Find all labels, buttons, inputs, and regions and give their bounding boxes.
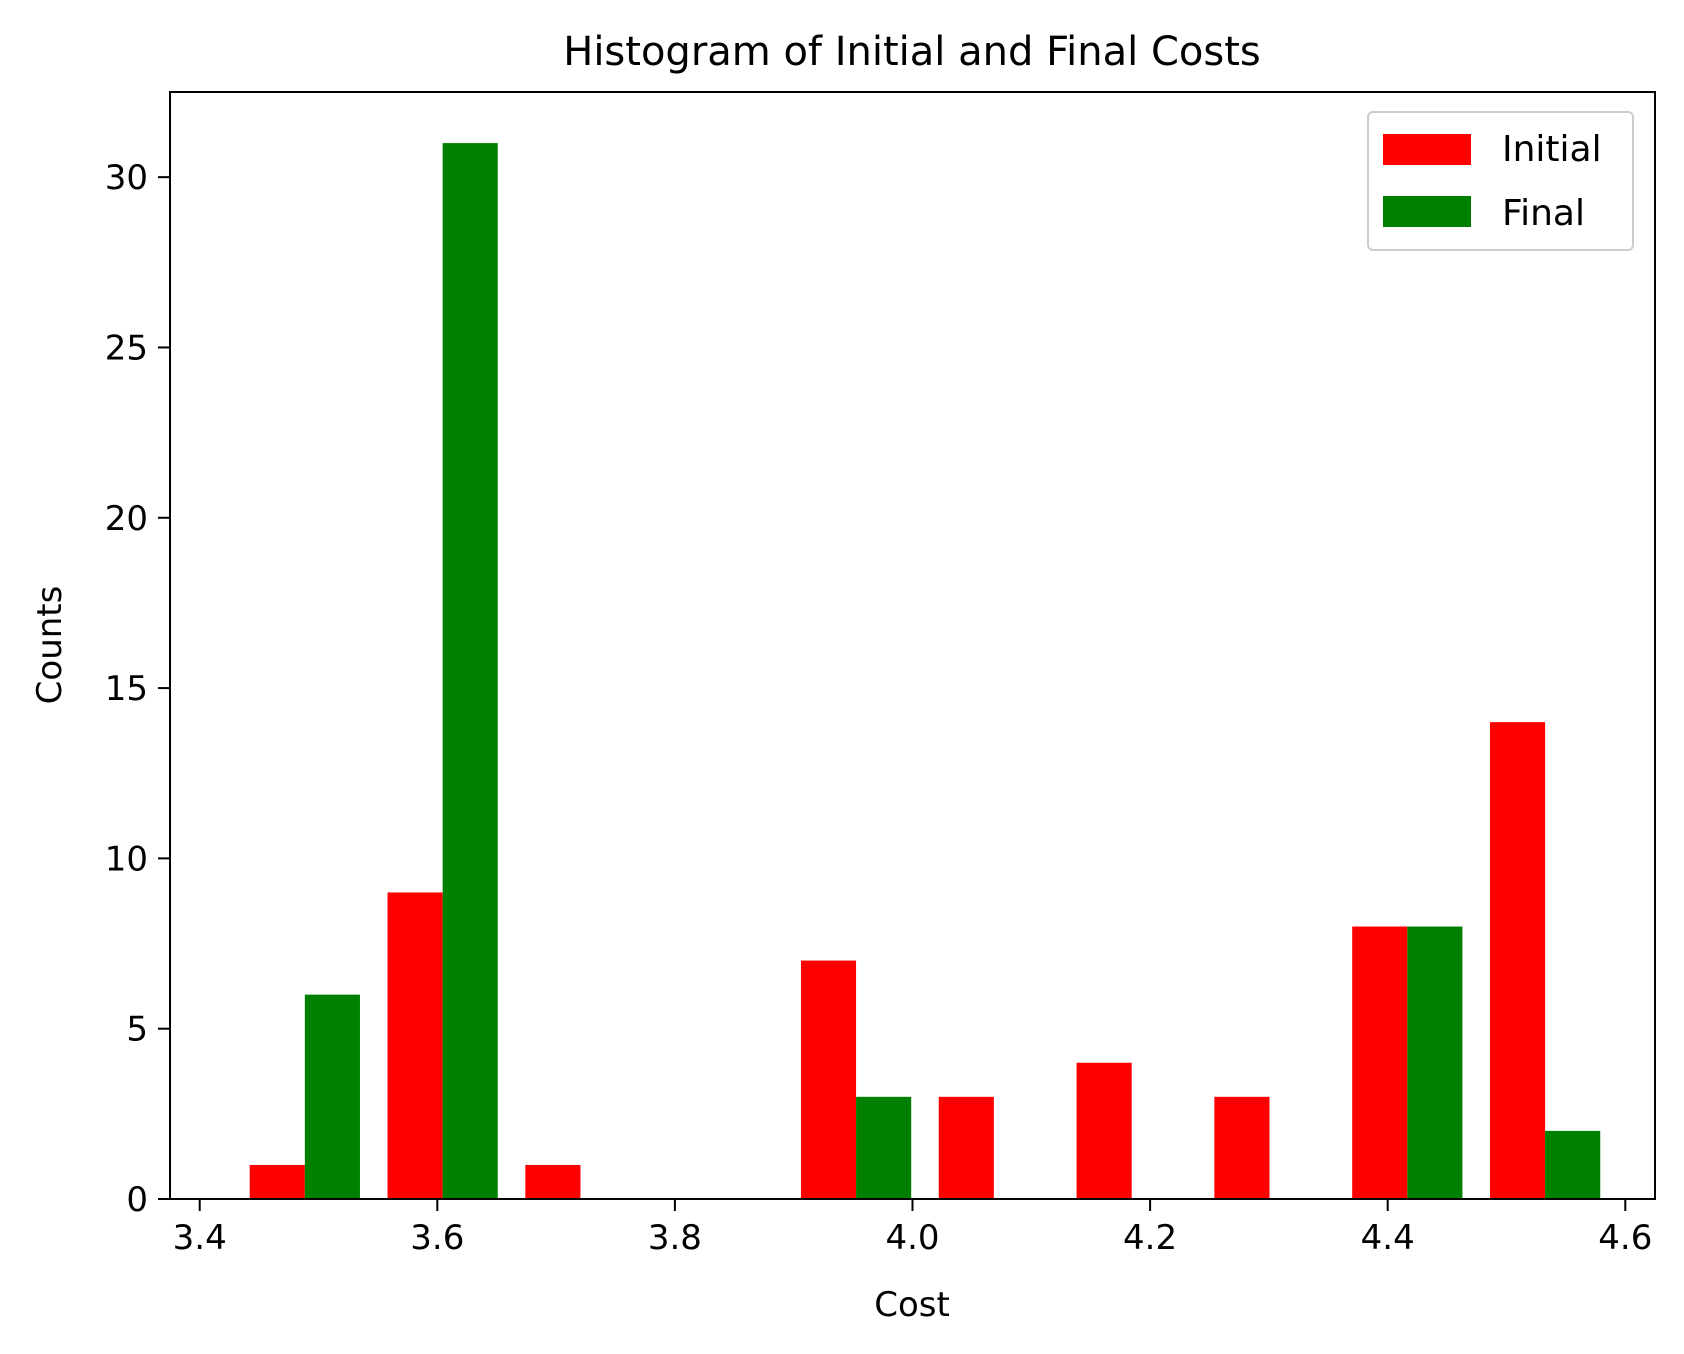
y-tick-label: 15 [105, 669, 148, 709]
bar-initial-8 [1352, 926, 1408, 1199]
x-axis-title: Cost [874, 1285, 950, 1325]
bar-initial-0 [249, 1164, 305, 1199]
y-tick-label: 30 [105, 158, 148, 198]
bar-initial-9 [1489, 722, 1546, 1199]
x-axis-ticks: 3.4 3.6 3.8 4.0 4.2 4.4 4.6 [173, 1199, 1652, 1258]
y-tick-label: 0 [126, 1180, 148, 1220]
bar-initial-4 [800, 960, 857, 1199]
x-tick-label: 4.6 [1598, 1218, 1652, 1258]
x-tick-label: 4.2 [1123, 1218, 1177, 1258]
bar-final-4 [856, 1096, 912, 1199]
x-tick-label: 3.4 [173, 1218, 227, 1258]
y-tick-label: 20 [105, 499, 148, 539]
legend: Initial Final [1367, 111, 1634, 251]
bar-final-9 [1545, 1130, 1601, 1199]
legend-swatch-initial [1383, 134, 1471, 165]
legend-label-final: Final [1502, 193, 1585, 234]
x-tick-label: 4.0 [885, 1218, 939, 1258]
bar-final-0 [304, 994, 360, 1199]
y-tick-label: 5 [126, 1010, 148, 1050]
bar-initial-7 [1214, 1096, 1270, 1199]
y-tick-label: 10 [105, 839, 148, 879]
x-tick-label: 3.8 [648, 1218, 702, 1258]
legend-label-initial: Initial [1502, 129, 1602, 170]
y-tick-label: 25 [105, 328, 148, 368]
bar-initial-5 [938, 1096, 994, 1199]
bar-initial-6 [1076, 1062, 1132, 1199]
y-axis-title: Counts [30, 586, 70, 705]
bar-final-1 [442, 143, 498, 1200]
bar-initial-1 [387, 892, 443, 1199]
y-axis-ticks: 0 5 10 15 20 25 30 [105, 158, 170, 1220]
legend-swatch-final [1383, 196, 1471, 227]
bars-group [249, 143, 1601, 1200]
bar-initial-2 [525, 1164, 581, 1199]
bar-final-8 [1407, 926, 1463, 1199]
chart-title: Histogram of Initial and Final Costs [563, 29, 1261, 75]
x-tick-label: 4.4 [1361, 1218, 1415, 1258]
x-tick-label: 3.6 [410, 1218, 464, 1258]
